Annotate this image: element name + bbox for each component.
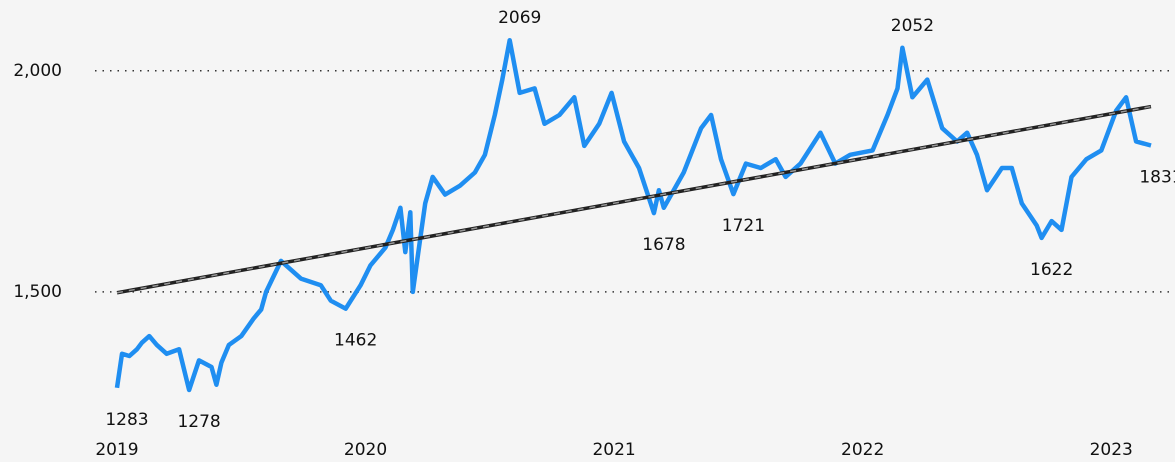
data-label: 1462	[334, 331, 377, 351]
x-tick-label: 2020	[344, 440, 387, 460]
x-tick-label: 2021	[592, 440, 635, 460]
data-label: 1831	[1139, 167, 1175, 187]
data-label: 1622	[1030, 260, 1073, 280]
y-tick-label: 1,500	[13, 282, 62, 302]
data-label: 1283	[105, 410, 148, 430]
trend-line	[116, 104, 1152, 295]
x-tick-label: 2023	[1090, 440, 1133, 460]
data-label: 1721	[722, 216, 765, 236]
x-tick-label: 2022	[841, 440, 884, 460]
x-tick-label: 2019	[95, 440, 138, 460]
data-label: 2069	[498, 8, 541, 28]
price-line	[114, 37, 1152, 393]
y-tick-label: 2,000	[13, 61, 62, 81]
data-label: 2052	[891, 16, 934, 36]
data-label: 1278	[177, 412, 220, 432]
data-label: 1678	[642, 235, 685, 255]
